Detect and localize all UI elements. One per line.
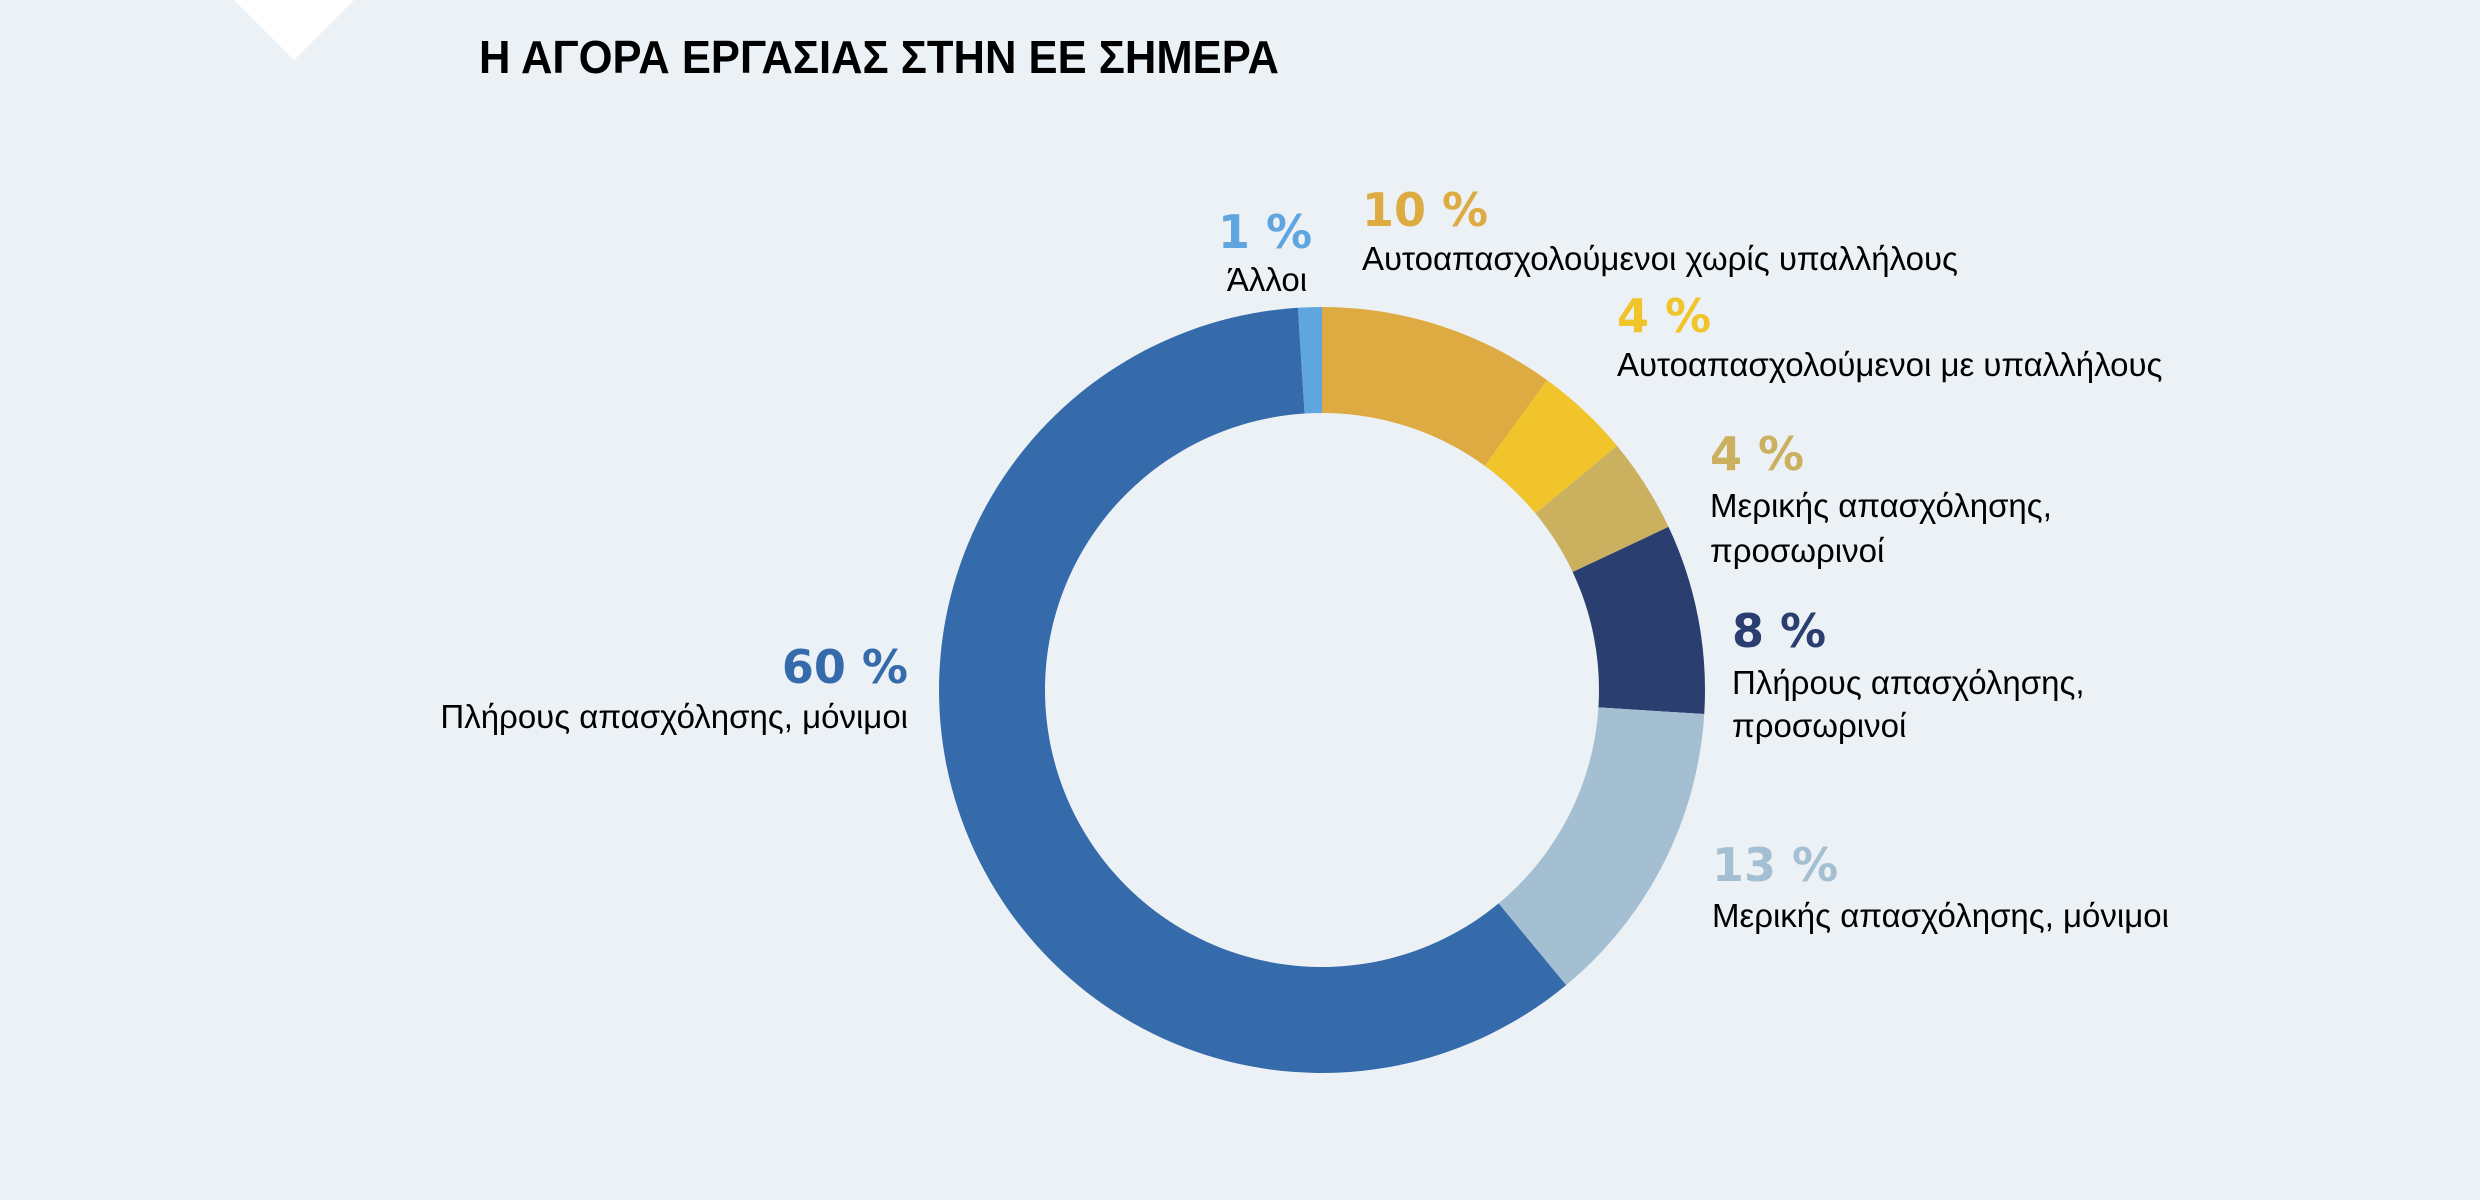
corner-triangle-decoration <box>234 0 354 60</box>
donut-slice-full-time-temporary <box>1572 526 1705 715</box>
slice-label-part-time-temporary-line2: προσωρινοί <box>1710 532 1884 569</box>
slice-label-self-employed-with-staff: Αυτοαπασχολούμενοι με υπαλλήλους <box>1617 346 2162 383</box>
value-label-self-employed-no-staff: 10 % <box>1362 183 1488 237</box>
donut <box>939 307 1705 1074</box>
slice-label-self-employed-no-staff: Αυτοαπασχολούμενοι χωρίς υπαλλήλους <box>1362 240 1958 277</box>
value-label-part-time-permanent: 13 % <box>1712 838 1838 892</box>
slice-label-full-time-permanent: Πλήρους απασχόλησης, μόνιμοι <box>440 698 908 735</box>
donut-slice-part-time-temporary <box>1535 445 1669 573</box>
donut-slice-other <box>1297 307 1322 414</box>
slice-label-full-time-temporary-line1: Πλήρους απασχόλησης, <box>1732 664 2085 701</box>
value-label-part-time-temporary: 4 % <box>1710 427 1804 481</box>
donut-slice-full-time-permanent <box>939 307 1567 1074</box>
value-label-full-time-permanent: 60 % <box>782 640 908 694</box>
slice-label-full-time-temporary-line2: προσωρινοί <box>1732 707 1906 744</box>
chart-title: Η ΑΓΟΡΑ ΕΡΓΑΣΙΑΣ ΣΤΗΝ ΕΕ ΣΗΜΕΡΑ <box>479 31 1279 83</box>
slice-label-part-time-temporary-line1: Μερικής απασχόλησης, <box>1710 487 2052 524</box>
value-label-self-employed-with-staff: 4 % <box>1617 289 1711 343</box>
value-label-full-time-temporary: 8 % <box>1732 604 1826 658</box>
donut-slice-self-employed-no-staff <box>1322 307 1548 466</box>
donut-slice-part-time-permanent <box>1498 707 1705 986</box>
slice-label-part-time-permanent: Μερικής απασχόλησης, μόνιμοι <box>1712 897 2169 934</box>
slice-label-other: Άλλοι <box>1227 261 1307 298</box>
value-label-other: 1 % <box>1218 205 1312 259</box>
donut-slice-self-employed-with-staff <box>1484 380 1618 514</box>
